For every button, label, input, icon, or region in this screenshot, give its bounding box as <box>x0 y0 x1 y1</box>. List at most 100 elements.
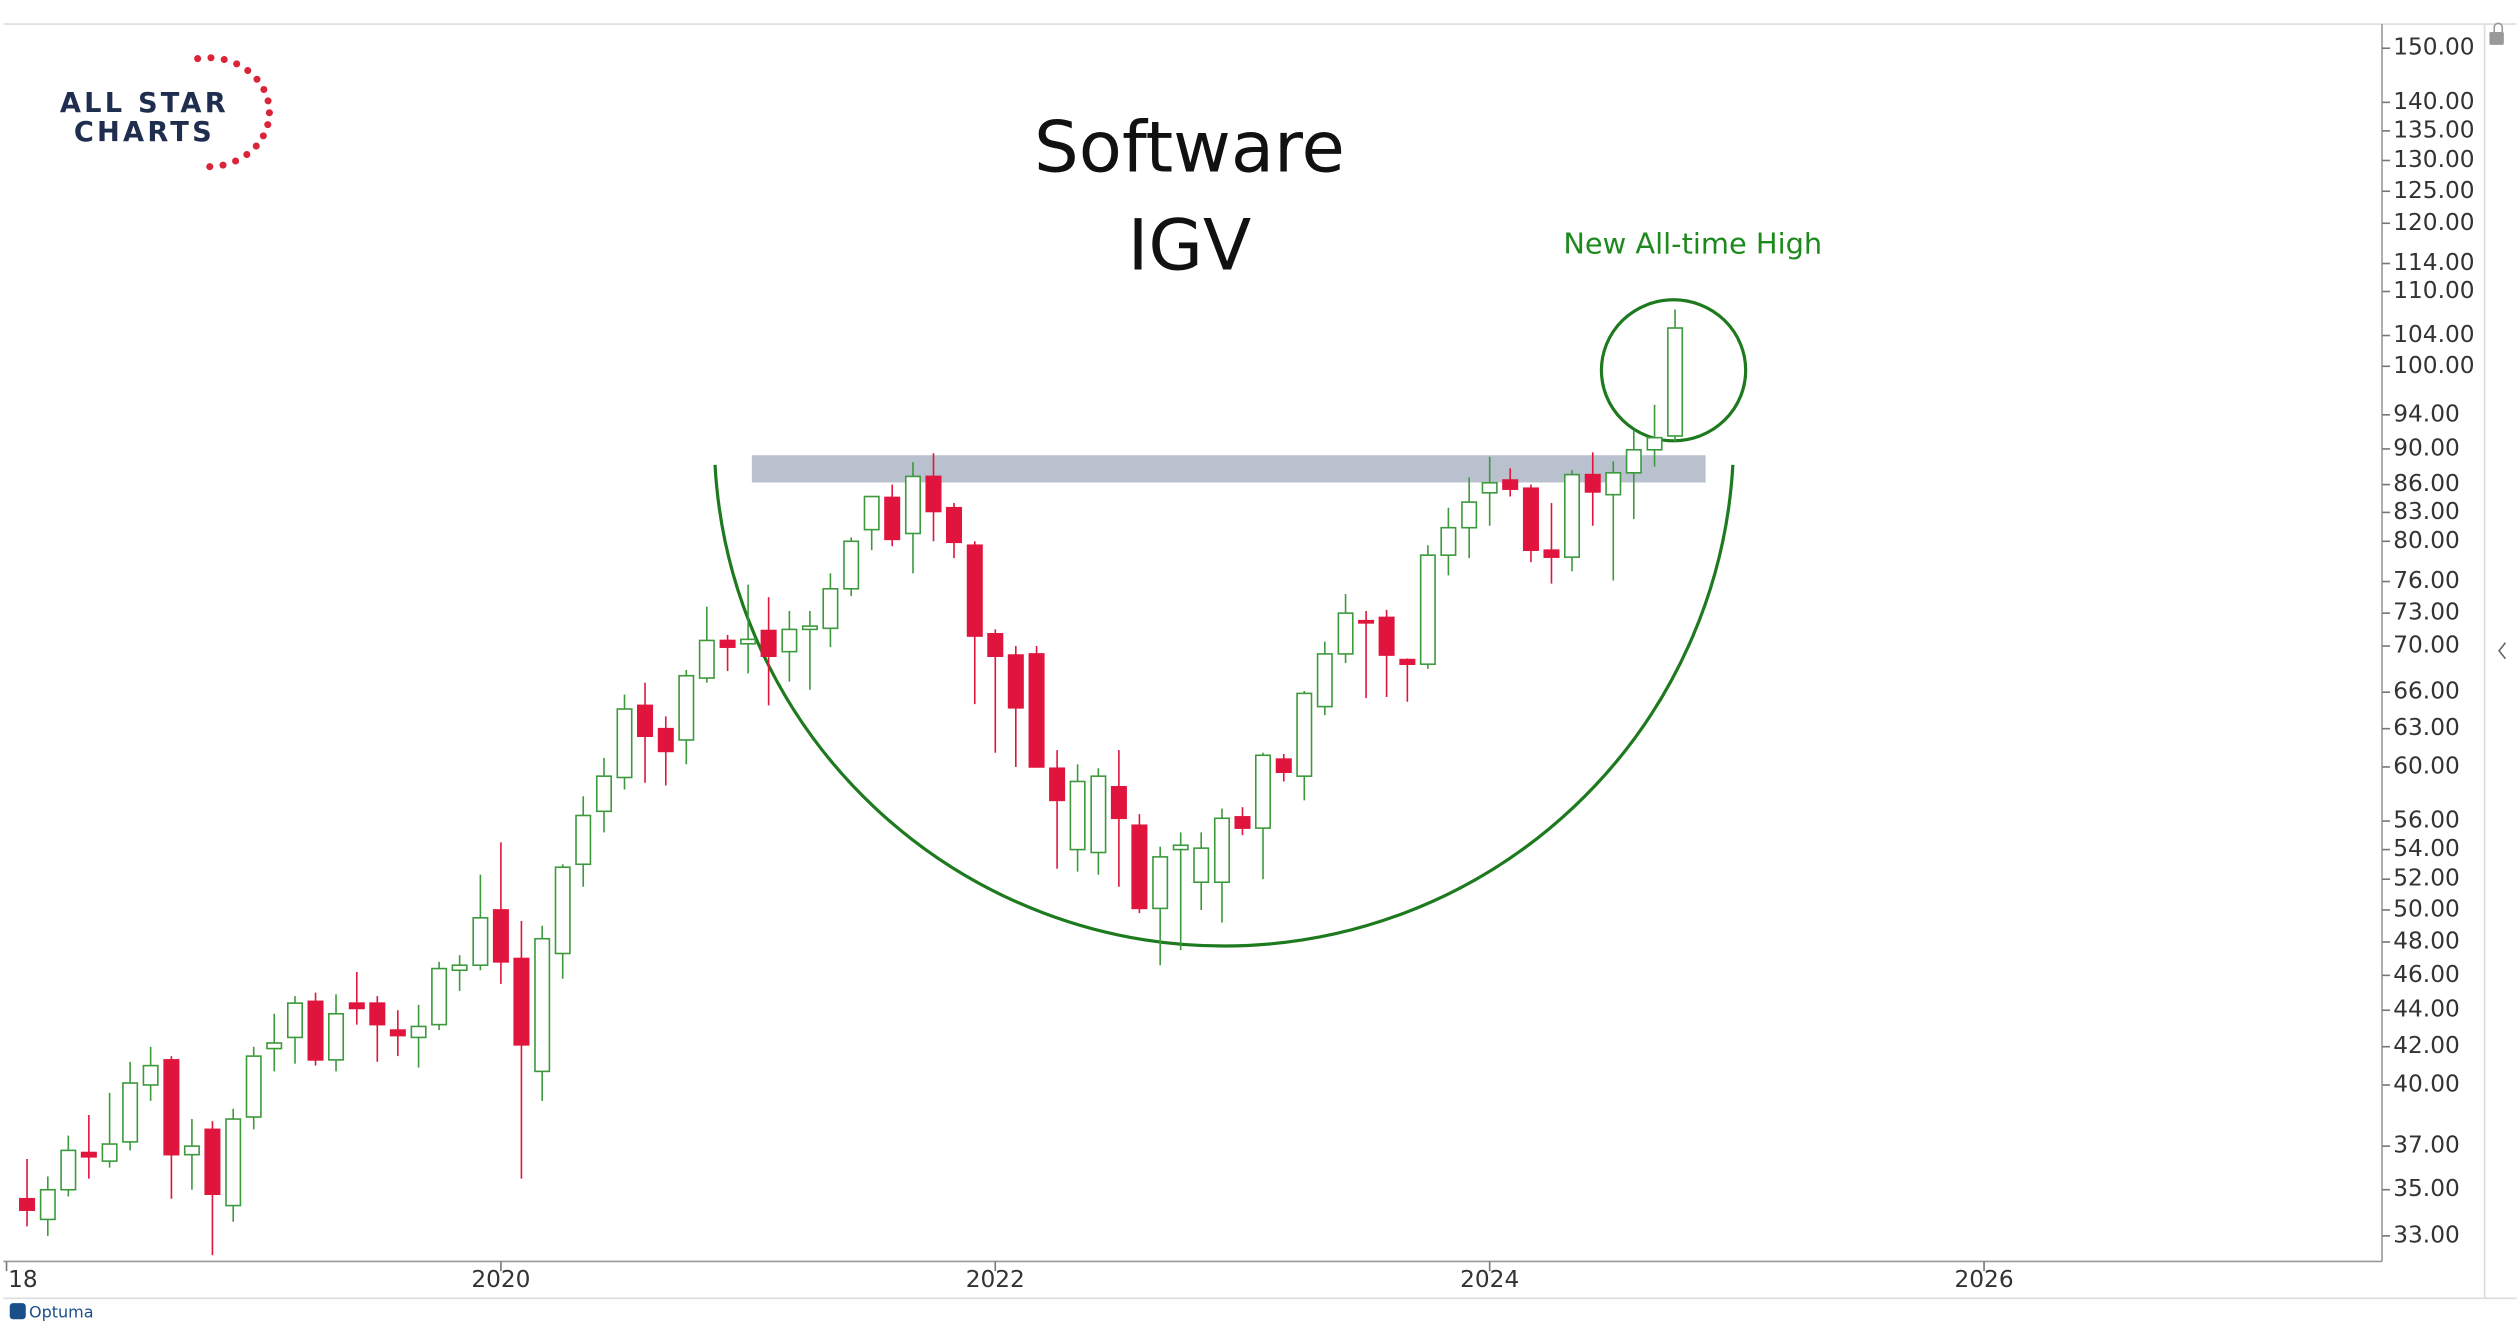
candle-body <box>801 625 818 631</box>
candle-body <box>122 1082 139 1143</box>
logo-line2: CHARTS <box>74 117 215 148</box>
candle-body <box>266 1042 283 1050</box>
logo-star <box>253 75 261 83</box>
y-tick-label: 125.00 <box>2393 177 2474 204</box>
background <box>3 0 2517 1324</box>
logo-star <box>232 157 240 165</box>
candle-body <box>1584 473 1601 493</box>
y-tick-label: 120.00 <box>2393 209 2474 236</box>
candle-body <box>1069 780 1086 851</box>
candle-body <box>286 1002 304 1039</box>
logo-line1: ALL STAR <box>60 88 229 119</box>
candle-body <box>822 587 839 630</box>
logo-star <box>194 55 202 63</box>
candle-body <box>1172 844 1189 851</box>
y-tick-label: 73.00 <box>2393 599 2460 626</box>
y-tick-label: 86.00 <box>2393 470 2460 497</box>
candle-body <box>1316 653 1333 708</box>
y-tick-label: 44.00 <box>2393 996 2460 1023</box>
candle-body <box>595 775 613 813</box>
candle-body <box>1358 619 1375 624</box>
logo-star <box>219 161 227 169</box>
candle-body <box>183 1145 200 1156</box>
candle-body <box>657 727 674 753</box>
chart-title: Software <box>1034 107 1345 189</box>
candle-body <box>534 937 551 1073</box>
candle-body <box>1028 653 1045 768</box>
candle-body <box>616 708 633 779</box>
candle-body <box>225 1118 242 1207</box>
candle-body <box>19 1197 36 1211</box>
logo-star <box>206 163 214 171</box>
candle-body <box>1605 472 1622 496</box>
candle-body <box>781 628 798 653</box>
candle-body <box>328 1013 345 1061</box>
candle-body <box>492 909 509 963</box>
candle-body <box>719 639 736 648</box>
candle-body <box>451 964 468 972</box>
candle-body <box>513 957 530 1046</box>
y-tick-label: 135.00 <box>2393 116 2474 143</box>
candle-body <box>678 674 695 741</box>
candle-body <box>987 633 1004 657</box>
candle-body <box>1399 658 1416 665</box>
candle-body <box>389 1029 406 1037</box>
cup-arc <box>713 464 1735 948</box>
y-tick-label: 37.00 <box>2393 1132 2460 1159</box>
logo-star <box>259 132 267 140</box>
candle-body <box>1193 847 1210 884</box>
candle-body <box>1296 692 1313 777</box>
chart-subtitle: IGV <box>1128 204 1252 286</box>
x-tick-label: 2020 <box>471 1266 530 1293</box>
candle-body <box>1543 549 1560 558</box>
y-tick-label: 42.00 <box>2393 1032 2460 1059</box>
candle-body <box>1461 501 1478 529</box>
y-tick-label: 60.00 <box>2393 752 2460 779</box>
candle-body <box>1667 327 1684 437</box>
logo-star <box>252 142 260 150</box>
footer-brand: Optuma <box>29 1302 94 1321</box>
candle-body <box>1007 654 1024 709</box>
logo: ALL STAR CHARTS <box>60 54 273 171</box>
candle-body <box>966 544 983 637</box>
candle-body <box>904 475 921 535</box>
collapse-arrow[interactable] <box>2498 642 2507 660</box>
y-tick-label: 54.00 <box>2393 835 2460 862</box>
candle-body <box>698 639 715 679</box>
x-tick-label: 2022 <box>966 1266 1025 1293</box>
candle-body <box>101 1143 118 1162</box>
y-tick-label: 94.00 <box>2393 400 2460 427</box>
candle-body <box>1419 554 1436 665</box>
y-tick-label: 33.00 <box>2393 1221 2460 1248</box>
logo-star <box>260 85 268 94</box>
candle-body <box>925 475 942 513</box>
y-tick-label: 83.00 <box>2393 498 2460 525</box>
lock-icon[interactable] <box>2489 32 2504 45</box>
logo-star <box>264 121 272 129</box>
candle-body <box>1522 487 1539 551</box>
y-tick-label: 35.00 <box>2393 1175 2460 1202</box>
candle-body <box>348 1002 365 1010</box>
y-tick-label: 130.00 <box>2393 146 2474 173</box>
candle-body <box>1213 817 1230 884</box>
optuma-icon <box>9 1303 26 1320</box>
candle-body <box>1254 754 1272 829</box>
candle-body <box>1625 448 1642 474</box>
candle-body <box>1234 816 1251 829</box>
y-tick-label: 48.00 <box>2393 927 2460 954</box>
candle-body <box>1646 436 1663 451</box>
candle-body <box>1502 479 1519 490</box>
plot-area <box>19 309 1684 1256</box>
annotation: New All-time High <box>1563 226 1822 260</box>
candle-body <box>945 506 963 544</box>
logo-star <box>264 97 272 105</box>
candle-body <box>472 917 489 966</box>
candle-body <box>307 1000 324 1061</box>
candle-body <box>410 1025 427 1039</box>
x-tick-label: 2024 <box>1460 1266 1519 1293</box>
x-tick-label: 18 <box>8 1266 38 1293</box>
candle-body <box>1090 775 1107 854</box>
y-tick-label: 56.00 <box>2393 807 2460 834</box>
